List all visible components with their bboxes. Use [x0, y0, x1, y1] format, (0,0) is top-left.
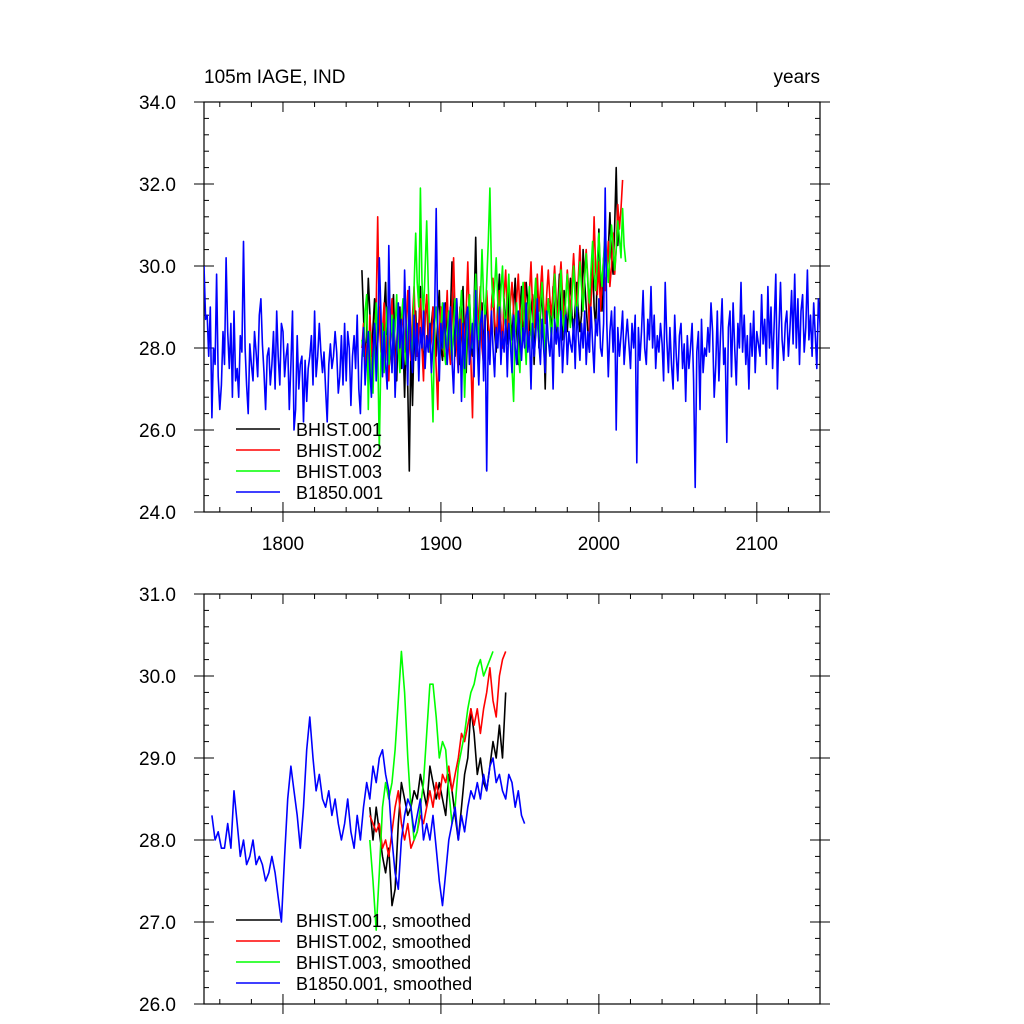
top-series-b1850-001	[204, 187, 820, 489]
top-frame	[203, 101, 821, 513]
legend-label-bhist-001-smoothed: BHIST.001, smoothed	[296, 911, 471, 931]
legend-label-bhist-001: BHIST.001	[296, 420, 382, 440]
bottom-frame	[203, 593, 821, 1005]
legend-label-bhist-002-smoothed: BHIST.002, smoothed	[296, 932, 471, 952]
top-series-bhist-003	[361, 187, 627, 452]
bottom-ytick-label: 29.0	[139, 749, 176, 770]
top-xtick-label: 2100	[736, 534, 778, 555]
bottom-ytick-label: 31.0	[139, 585, 176, 606]
top-ytick-label: 26.0	[139, 421, 176, 442]
top-plot-area: 1800 1900 2000 2100 24.0 26.0 28.0 30.0 32.0 34.0	[139, 93, 830, 555]
legend-label-bhist-003: BHIST.003	[296, 462, 382, 482]
bottom-series-bhist-001-smoothed	[369, 692, 507, 907]
bottom-ytick-label: 26.0	[139, 995, 176, 1016]
legend-label-bhist-003-smoothed: BHIST.003, smoothed	[296, 953, 471, 973]
bottom-ytick-label: 30.0	[139, 667, 176, 688]
legend-label-b1850-001: B1850.001	[296, 483, 383, 503]
top-title: 105m IAGE, IND	[204, 67, 346, 88]
legend-label-b1850-001-smoothed: B1850.001, smoothed	[296, 974, 472, 994]
top-ytick-label: 24.0	[139, 503, 176, 524]
bottom-series-bhist-002-smoothed	[369, 651, 507, 858]
bottom-ytick-label: 27.0	[139, 913, 176, 934]
top-ytick-label: 30.0	[139, 257, 176, 278]
bottom-plot-area: 26.0 27.0 28.0 29.0 30.0 31.0	[139, 585, 830, 1016]
bottom-panel: 26.0 27.0 28.0 29.0 30.0 31.0 BHIST.001, smoo…	[139, 585, 830, 1016]
bottom-series-bhist-003-smoothed	[369, 650, 494, 932]
top-ytick-label: 32.0	[139, 175, 176, 196]
legend-label-bhist-002: BHIST.002	[296, 441, 382, 461]
top-legend: BHIST.001 BHIST.002 BHIST.003 B1850.001	[236, 420, 383, 503]
top-panel: 105m IAGE, IND years 1800 1900 2000 2100 24.…	[139, 67, 830, 555]
top-xtick-label: 1800	[262, 534, 304, 555]
bottom-ytick-label: 28.0	[139, 831, 176, 852]
top-title-right: years	[774, 67, 820, 88]
top-xtick-label: 1900	[420, 534, 462, 555]
top-xtick-label: 2000	[578, 534, 620, 555]
bottom-series-b1850-001-smoothed	[211, 716, 526, 923]
top-ytick-label: 28.0	[139, 339, 176, 360]
top-ytick-label: 34.0	[139, 93, 176, 114]
bottom-legend: BHIST.001, smoothed BHIST.002, smoothed …	[236, 911, 472, 994]
